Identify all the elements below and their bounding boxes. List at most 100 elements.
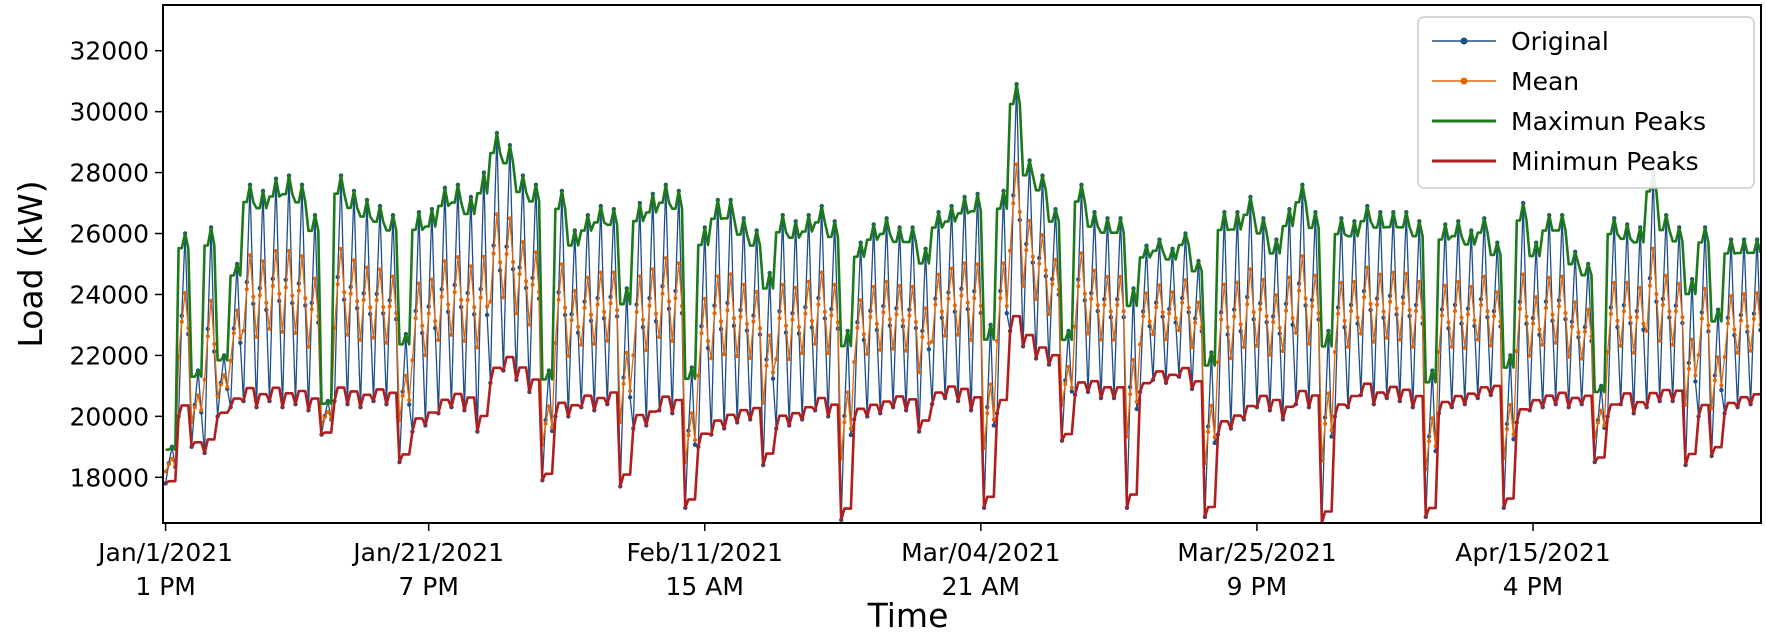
data-point-mean <box>1748 348 1753 353</box>
data-point-mean <box>524 279 529 284</box>
data-point-mean <box>1115 303 1120 307</box>
data-point-mean <box>481 254 486 259</box>
legend-label-max-peaks: Maximun Peaks <box>1511 107 1706 136</box>
data-point-mean <box>1225 325 1230 330</box>
data-point-original <box>1004 311 1009 316</box>
data-point-mean <box>1605 350 1610 354</box>
data-point-mean <box>1128 392 1133 397</box>
data-point-mean <box>455 255 460 260</box>
data-point-mean <box>842 420 847 425</box>
data-point-mean <box>585 275 590 280</box>
data-point-mean <box>1391 270 1396 275</box>
data-point-mean <box>374 298 379 303</box>
y-tick-label: 28000 <box>69 159 149 188</box>
data-point-mean <box>855 325 860 330</box>
data-point-mean <box>933 302 938 307</box>
data-point-mean <box>1154 305 1159 310</box>
data-point-mean <box>790 317 795 322</box>
data-point-mean <box>602 309 607 314</box>
data-point-mean <box>728 272 733 277</box>
data-point-mean <box>550 425 555 430</box>
data-point-mean <box>809 318 814 323</box>
data-point-mean <box>592 341 597 346</box>
data-point-mean <box>218 382 223 387</box>
data-point-mean <box>1180 300 1185 305</box>
series-line-mean <box>165 164 1761 472</box>
data-point-mean <box>378 267 382 272</box>
data-point-mean <box>1654 292 1659 296</box>
data-point-mean <box>1686 366 1691 371</box>
data-point-mean <box>1527 353 1532 358</box>
data-point-mean <box>322 415 327 420</box>
data-point-mean <box>1378 272 1383 277</box>
data-point-mean <box>978 303 983 308</box>
data-point-mean <box>1644 329 1649 333</box>
data-point-mean <box>1745 324 1750 329</box>
data-point-mean <box>527 322 532 327</box>
data-point-mean <box>563 305 568 310</box>
data-point-mean <box>1375 302 1380 307</box>
data-point-mean <box>1323 421 1328 426</box>
data-point-mean <box>1274 293 1279 298</box>
y-tick-label: 22000 <box>69 341 149 370</box>
data-point-original <box>484 312 490 318</box>
data-point-mean <box>511 259 516 264</box>
data-point-mean <box>355 299 360 304</box>
data-point-mean <box>1735 350 1740 355</box>
data-point-mean <box>654 311 658 316</box>
data-point-mean <box>241 328 246 333</box>
data-point-mean <box>1248 267 1253 272</box>
data-point-mean <box>946 296 951 301</box>
data-point-mean <box>689 411 694 416</box>
data-point-mean <box>514 311 519 316</box>
data-point-mean <box>965 300 970 305</box>
data-point-mean <box>732 316 736 321</box>
data-point-mean <box>1531 321 1535 326</box>
data-point-original <box>1212 440 1217 446</box>
data-point-mean <box>835 320 840 325</box>
data-point-mean <box>1466 312 1470 317</box>
data-point-mean <box>1219 317 1224 322</box>
data-point-mean <box>287 248 291 253</box>
data-point-mean <box>1742 292 1747 297</box>
data-point-mean <box>569 318 574 323</box>
data-point-mean <box>400 393 405 398</box>
data-point-mean <box>361 298 366 302</box>
data-point-mean <box>715 274 720 279</box>
data-point-mean <box>436 338 441 342</box>
data-point-mean <box>1069 385 1074 390</box>
data-point-mean <box>891 346 896 351</box>
data-point-mean <box>1316 311 1321 316</box>
data-point-mean <box>1440 313 1444 318</box>
data-point-mean <box>335 282 340 287</box>
y-tick-label: 20000 <box>69 402 149 431</box>
data-point-mean <box>274 249 278 253</box>
data-point-mean <box>556 297 561 302</box>
data-point-mean <box>381 305 386 309</box>
data-point-original <box>407 402 412 407</box>
data-point-mean <box>257 293 262 298</box>
data-point-mean <box>1514 349 1519 354</box>
data-point-mean <box>589 312 594 317</box>
data-point-mean <box>371 335 376 340</box>
data-point-mean <box>1690 337 1695 342</box>
data-point-mean <box>1709 406 1714 411</box>
data-point-mean <box>777 316 782 321</box>
data-point-mean <box>1712 378 1717 383</box>
data-point-mean <box>939 309 944 314</box>
plot-frame <box>162 4 1762 524</box>
data-point-mean <box>1488 343 1493 348</box>
data-point-mean <box>1092 268 1097 273</box>
data-point-mean <box>615 308 620 313</box>
data-point-mean <box>192 405 197 410</box>
data-point-mean <box>1716 355 1721 360</box>
data-point-mean <box>634 309 639 314</box>
data-point-mean <box>751 319 756 324</box>
data-point-mean <box>637 274 642 279</box>
data-point-mean <box>748 356 753 360</box>
data-point-mean <box>969 337 974 342</box>
data-point-mean <box>956 332 961 337</box>
data-point-mean <box>1336 311 1341 316</box>
data-point-mean <box>1310 304 1315 309</box>
data-point-mean <box>423 353 428 358</box>
